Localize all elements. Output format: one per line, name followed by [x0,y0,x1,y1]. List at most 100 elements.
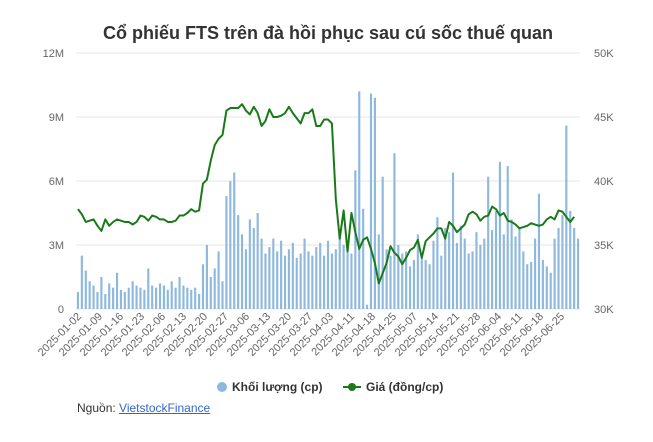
volume-bar [448,232,451,309]
volume-bar [432,240,435,309]
price-line-layer [77,103,575,285]
volume-bar [221,281,224,309]
volume-bar [264,253,267,309]
volume-bar [209,277,212,309]
volume-bar [104,294,107,309]
volume-bar [217,251,220,309]
volume-bar [143,289,146,309]
volume-bar [186,287,189,309]
volume-bar [326,240,330,309]
volume-bar [366,304,369,309]
volume-bar [483,238,486,309]
legend-price-marker [348,383,356,391]
volume-bar [408,266,412,309]
volume-bar [334,249,337,309]
volume-bar [213,268,216,309]
volume-bar [205,245,208,309]
volume-bar [553,238,556,309]
volume-bar [436,217,439,309]
volume-bar [569,210,572,309]
right-tick-label: 35K [594,240,614,252]
volume-bar [502,234,505,309]
volume-bar [260,238,263,309]
volume-bar [393,153,396,309]
volume-bar [272,238,275,309]
volume-bar [158,283,162,309]
right-tick-label: 45K [594,112,614,124]
left-tick-label: 0 [58,304,64,316]
volume-bar [178,277,181,309]
volume-bar [166,289,169,309]
volume-bar [405,251,408,309]
volume-bar [190,289,193,309]
volume-bar [112,287,115,309]
volume-bar [338,234,341,309]
left-tick-label: 9M [49,112,64,124]
volume-bar [229,181,232,309]
legend-item-volume[interactable]: Khối lượng (cp) [217,380,323,394]
chart-title: Cổ phiếu FTS trên đà hồi phục sau cú sốc… [103,23,553,43]
legend-volume-label: Khối lượng (cp) [232,380,323,394]
volume-bar [330,253,333,309]
x-axis: 2025-01-022025-01-092025-01-162025-01-23… [36,311,567,359]
volume-bar [182,285,185,309]
volume-bar [80,255,83,309]
volume-bar [174,287,177,309]
volume-bar [342,245,345,309]
volume-bar [299,253,302,309]
volume-bar [506,166,509,309]
volume-bar [76,291,80,309]
volume-bar [397,245,400,309]
volume-bar [256,213,259,309]
volume-bar [369,93,373,309]
volume-bar [244,249,248,309]
volume-bar [350,253,353,309]
right-tick-label: 40K [594,176,614,188]
volume-bar [471,251,474,309]
volume-bar [276,251,279,309]
volume-bar [319,242,322,309]
volume-bar [455,242,459,309]
volume-bar [530,262,533,309]
legend: Khối lượng (cp) Giá (đồng/cp) [217,380,443,394]
volume-bar [467,253,470,309]
right-y-axis: 30K 35K 40K 45K 50K [594,48,614,316]
volume-bar [155,287,158,309]
volume-bar [518,227,521,309]
volume-bar [487,176,490,309]
volume-bar [233,172,236,309]
volume-bar [549,272,552,309]
volume-bar [401,253,404,309]
legend-price-label: Giá (đồng/cp) [366,380,443,394]
volume-bars [76,91,580,310]
volume-bar [389,255,392,309]
volume-bar [377,234,380,309]
volume-bar [444,227,447,309]
left-tick-label: 12M [43,48,64,60]
volume-bar [283,255,287,309]
volume-bar [491,230,494,309]
source-link[interactable]: VietstockFinance [119,401,211,415]
volume-bar [198,294,201,309]
volume-bar [537,193,541,309]
volume-bar [514,236,517,309]
volume-bar [194,287,197,309]
volume-bar [170,281,173,309]
volume-bar [440,255,443,309]
volume-bar [479,245,482,309]
volume-bar [420,257,423,309]
volume-bar [362,208,365,309]
volume-bar [291,242,294,309]
volume-bar [475,232,478,309]
volume-bar [96,291,99,309]
volume-bar [252,227,255,309]
volume-bar [459,225,462,309]
volume-bar [268,247,271,309]
legend-volume-marker [217,382,227,392]
volume-bar [557,227,560,309]
volume-bar [100,277,103,309]
volume-bar [534,238,537,309]
legend-item-price[interactable]: Giá (đồng/cp) [343,380,443,394]
